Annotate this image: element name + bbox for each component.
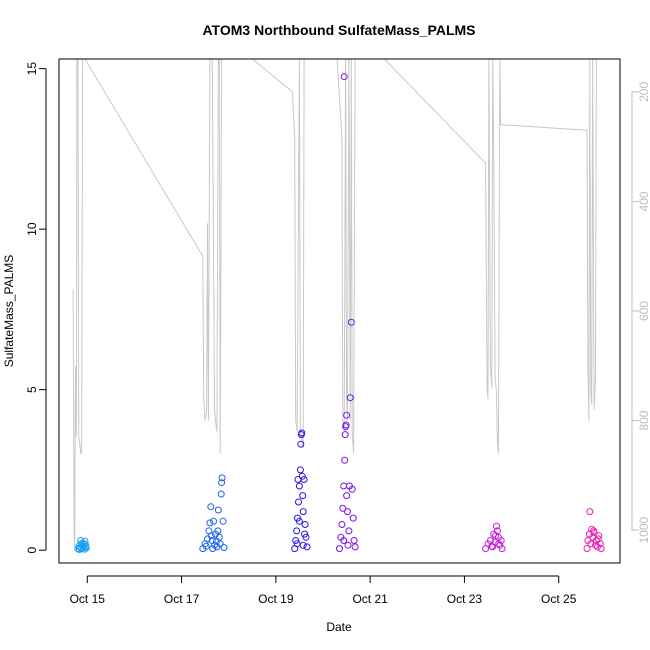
data-point [219, 517, 227, 525]
data-point [346, 394, 354, 402]
data-point [350, 537, 358, 544]
data-point [207, 532, 215, 540]
data-point [493, 527, 501, 535]
data-point [299, 492, 307, 500]
data-point [218, 474, 226, 482]
y-axis-label: SulfateMass_PALMS [2, 255, 16, 368]
data-point [344, 541, 352, 549]
x-tick-label: Oct 17 [164, 592, 200, 606]
x-tick-label: Oct 23 [447, 592, 483, 606]
y-tick-label: 10 [25, 222, 39, 236]
data-point [594, 535, 602, 543]
data-point [342, 421, 350, 429]
series-4 [336, 73, 359, 553]
x-tick-label: Oct 21 [352, 592, 388, 606]
pressure-trace-line [72, 58, 598, 547]
data-point [349, 514, 357, 522]
data-point [82, 543, 90, 551]
data-point [299, 508, 307, 516]
y-tick-label: 0 [25, 547, 39, 554]
data-point [299, 541, 307, 549]
data-point [206, 519, 214, 527]
data-point [295, 482, 303, 490]
data-point [302, 533, 310, 541]
data-point [217, 490, 225, 498]
data-point [209, 545, 217, 553]
data-point [295, 517, 303, 525]
data-point [207, 503, 215, 511]
data-point [75, 546, 83, 553]
data-point [202, 542, 210, 550]
data-point [214, 527, 222, 535]
pressure-trace-layer [72, 58, 598, 547]
right-tick-label: 800 [637, 410, 650, 430]
x-axis: Oct 15 Oct 17 Oct 19 Oct 21 Oct 23 Oct 25 [70, 575, 577, 606]
data-point [292, 537, 300, 544]
data-point [214, 506, 222, 514]
data-point [341, 456, 349, 464]
data-point [495, 540, 503, 548]
right-pressure-axis: 200 400 600 800 1000 [631, 82, 650, 543]
plot-frame [58, 58, 621, 564]
data-point [592, 541, 599, 549]
data-point [294, 476, 302, 483]
data-point [345, 482, 353, 490]
data-point [301, 521, 309, 528]
series-6 [583, 508, 605, 553]
data-point [498, 545, 506, 553]
data-point [336, 545, 343, 553]
data-point [596, 540, 604, 548]
data-point [341, 431, 349, 439]
data-point [587, 540, 595, 548]
data-point [298, 429, 306, 437]
data-point [493, 522, 500, 530]
data-point [338, 521, 346, 528]
y-tick-label: 5 [25, 386, 39, 393]
data-point [213, 537, 220, 545]
x-tick-label: Oct 15 [70, 592, 106, 606]
data-point [492, 532, 499, 540]
y-axis: 0 5 10 15 [25, 62, 47, 554]
data-point [597, 545, 605, 553]
data-point [343, 492, 351, 500]
right-tick-label: 1000 [637, 516, 650, 543]
data-point [303, 543, 311, 551]
data-point [293, 527, 301, 535]
right-tick-label: 200 [637, 82, 650, 102]
data-point [296, 466, 304, 474]
x-tick-label: Oct 25 [541, 592, 577, 606]
series-5 [482, 522, 506, 553]
y-tick-label: 15 [25, 62, 39, 76]
data-point [345, 527, 353, 535]
data-points-layer [74, 73, 605, 553]
data-point [347, 318, 355, 326]
data-point [595, 532, 603, 540]
series-1 [74, 537, 90, 553]
data-point [351, 543, 359, 551]
data-point [340, 482, 348, 490]
data-point [301, 530, 309, 538]
data-point [210, 517, 218, 525]
data-point [340, 537, 348, 544]
data-point [340, 73, 348, 81]
x-tick-label: Oct 19 [258, 592, 294, 606]
right-tick-label: 600 [637, 301, 650, 321]
series-3 [291, 429, 311, 553]
x-axis-label: Date [326, 620, 352, 634]
data-point [343, 411, 351, 419]
data-point [488, 542, 496, 550]
data-point [218, 479, 226, 487]
right-tick-label: 400 [637, 191, 650, 211]
data-point [344, 508, 351, 516]
series-2 [199, 474, 228, 553]
data-point [220, 544, 228, 552]
data-point [295, 498, 302, 506]
data-point [297, 440, 305, 448]
data-point [590, 527, 598, 535]
chart-title: ATOM3 Northbound SulfateMass_PALMS [202, 22, 475, 38]
data-point [583, 545, 591, 553]
data-point [339, 504, 347, 512]
data-point [586, 508, 594, 516]
